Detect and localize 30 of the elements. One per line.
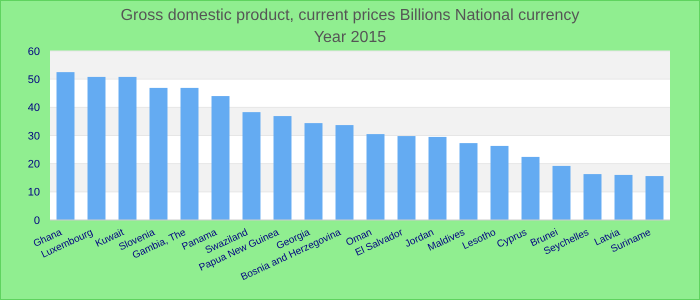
y-tick-label: 30: [28, 130, 40, 142]
bar: [428, 136, 446, 220]
bar: [614, 174, 632, 220]
y-tick-label: 20: [28, 158, 40, 171]
bar: [242, 112, 260, 220]
bar: [274, 116, 292, 220]
bar: [398, 136, 416, 220]
bar: [56, 72, 74, 220]
y-tick-label: 60: [28, 46, 40, 58]
bar: [460, 143, 478, 220]
chart-subtitle: Year 2015: [314, 29, 386, 46]
chart-title: Gross domestic product, current prices Billions National currency: [120, 7, 580, 24]
y-tick-label: 50: [28, 74, 40, 86]
x-tick-label: Cyprus: [495, 227, 529, 250]
bar: [304, 123, 322, 220]
y-tick-label: 40: [28, 102, 40, 114]
bar: [180, 88, 198, 220]
bar: [212, 96, 230, 220]
bar: [88, 76, 106, 220]
bar: [150, 88, 168, 220]
y-tick-label: 0: [34, 214, 40, 227]
bar: [646, 176, 664, 220]
bar: [336, 125, 354, 220]
bar: [584, 174, 602, 220]
bar: [118, 76, 136, 220]
y-tick-label: 10: [28, 186, 40, 199]
bar: [490, 146, 508, 220]
bar: [366, 134, 384, 220]
bar: [552, 166, 570, 220]
bar: [522, 156, 540, 220]
